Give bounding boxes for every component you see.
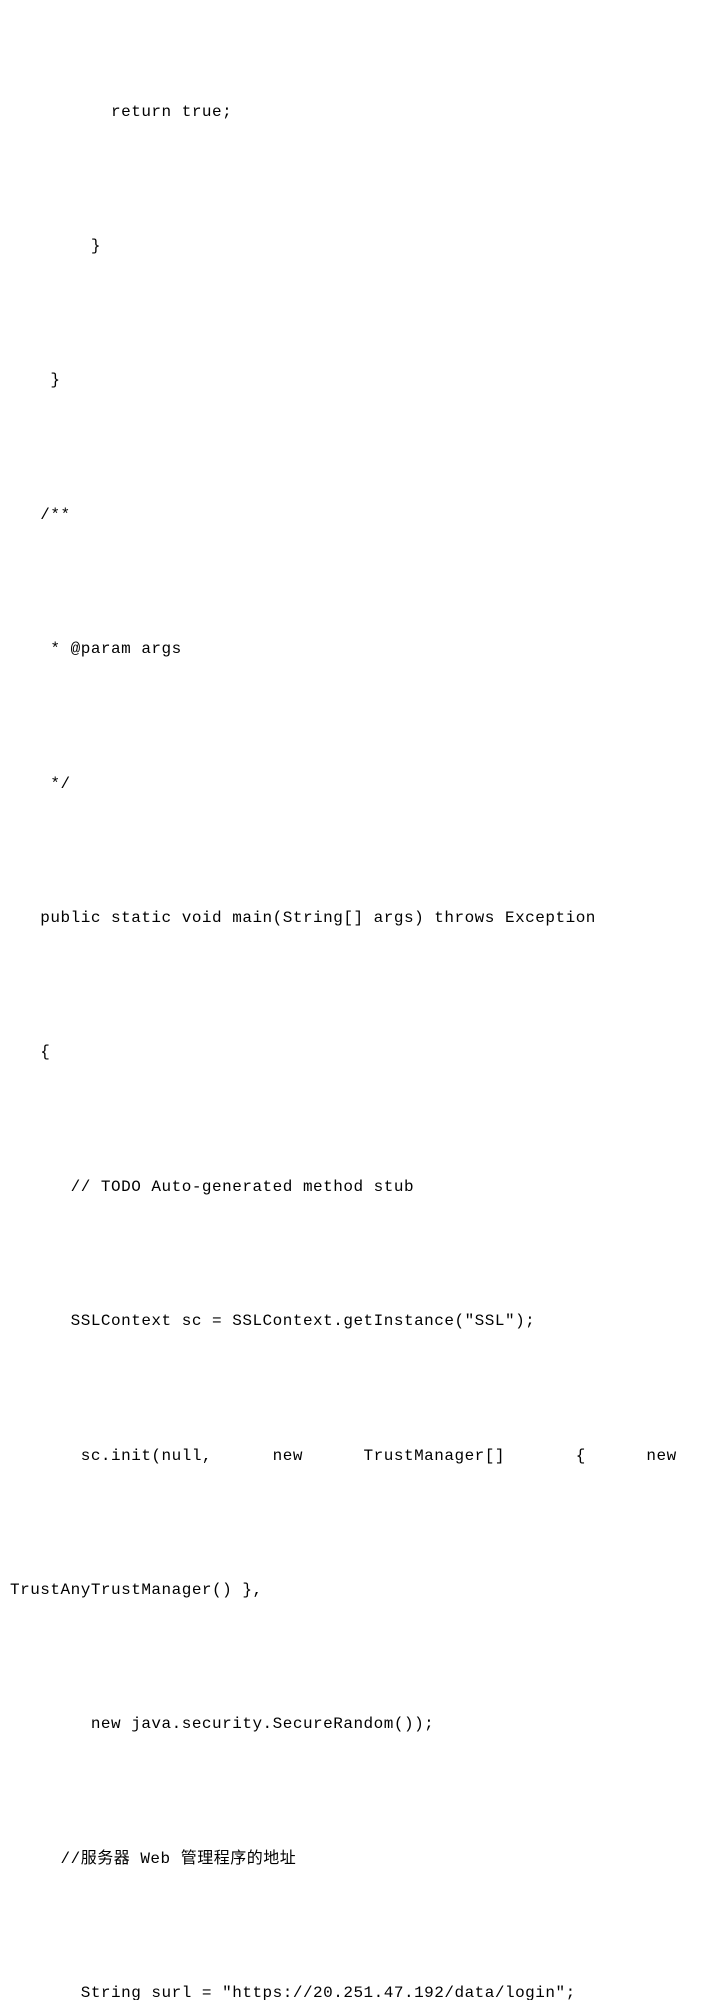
code-line: public static void main(String[] args) t… [10, 896, 694, 941]
code-line: } [10, 358, 694, 403]
code-line: sc.init(null, new TrustManager[] { new [10, 1434, 694, 1479]
code-line: SSLContext sc = SSLContext.getInstance("… [10, 1299, 694, 1344]
code-line: //服务器 Web 管理程序的地址 [10, 1837, 694, 1882]
code-line: // TODO Auto-generated method stub [10, 1165, 694, 1210]
code-line: * @param args [10, 627, 694, 672]
code-line: } [10, 224, 694, 269]
code-line: String surl = "https://20.251.47.192/dat… [10, 1971, 694, 2000]
code-line: /** [10, 493, 694, 538]
code-line: { [10, 1030, 694, 1075]
code-block: return true; } } /** * @param args */ pu… [0, 0, 704, 2000]
code-line: */ [10, 762, 694, 807]
code-line: TrustAnyTrustManager() }, [10, 1568, 694, 1613]
code-line: new java.security.SecureRandom()); [10, 1702, 694, 1747]
code-line: return true; [10, 90, 694, 135]
